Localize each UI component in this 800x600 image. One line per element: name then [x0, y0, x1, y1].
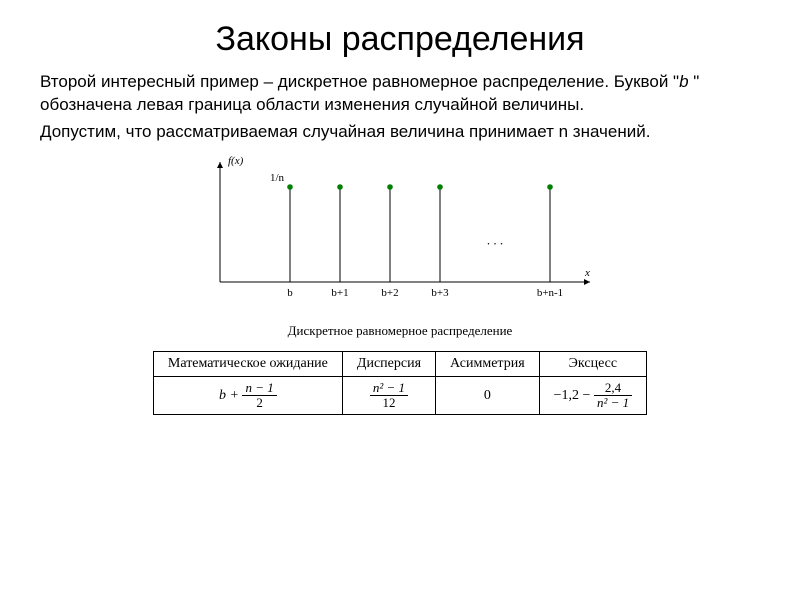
- var-fraction: n² − 1 12: [370, 381, 408, 411]
- mean-fraction: n − 1 2: [242, 381, 276, 411]
- svg-text:b+3: b+3: [431, 287, 449, 299]
- chart-svg: f(x) x 1/n b b+1 b+2 b+3 b+n-1 . . .: [190, 152, 610, 312]
- svg-text:x: x: [584, 267, 590, 279]
- formula-table: Математическое ожидание Дисперсия Асимме…: [153, 351, 647, 416]
- svg-text:1/n: 1/n: [270, 172, 285, 184]
- page-title: Законы распределения: [40, 20, 760, 59]
- symbol-b: b: [679, 72, 688, 91]
- mean-den: 2: [242, 396, 276, 410]
- kurt-num: 2,4: [594, 381, 632, 396]
- paragraph-1-text: Второй интересный пример – дискретное ра…: [40, 72, 699, 114]
- distribution-chart: f(x) x 1/n b b+1 b+2 b+3 b+n-1 . . .: [190, 152, 610, 317]
- table-formula-row: b + n − 1 2 n² − 1 12 0 −1,2 −: [153, 376, 646, 415]
- svg-text:b+1: b+1: [331, 287, 348, 299]
- col-mean: Математическое ожидание: [153, 351, 342, 376]
- kurt-fraction: 2,4 n² − 1: [594, 381, 632, 411]
- col-variance: Дисперсия: [342, 351, 435, 376]
- var-num: n² − 1: [370, 381, 408, 396]
- svg-text:b: b: [287, 287, 293, 299]
- mean-lead: b +: [219, 388, 242, 403]
- paragraph-2: Допустим, что рассматриваемая случайная …: [40, 121, 760, 144]
- svg-text:b+n-1: b+n-1: [537, 287, 563, 299]
- kurt-lead: −1,2 −: [554, 388, 594, 403]
- svg-text:. . .: . . .: [487, 232, 503, 247]
- table-header-row: Математическое ожидание Дисперсия Асимме…: [153, 351, 646, 376]
- kurt-den: n² − 1: [594, 396, 632, 410]
- mean-num: n − 1: [242, 381, 276, 396]
- cell-skewness: 0: [436, 376, 540, 415]
- chart-caption: Дискретное равномерное распределение: [40, 323, 760, 339]
- paragraph-1: Второй интересный пример – дискретное ра…: [40, 71, 760, 117]
- svg-text:f(x): f(x): [228, 155, 244, 167]
- cell-variance: n² − 1 12: [342, 376, 435, 415]
- var-den: 12: [370, 396, 408, 410]
- svg-text:b+2: b+2: [381, 287, 398, 299]
- col-kurtosis: Эксцесс: [539, 351, 646, 376]
- col-skewness: Асимметрия: [436, 351, 540, 376]
- cell-kurtosis: −1,2 − 2,4 n² − 1: [539, 376, 646, 415]
- cell-mean: b + n − 1 2: [153, 376, 342, 415]
